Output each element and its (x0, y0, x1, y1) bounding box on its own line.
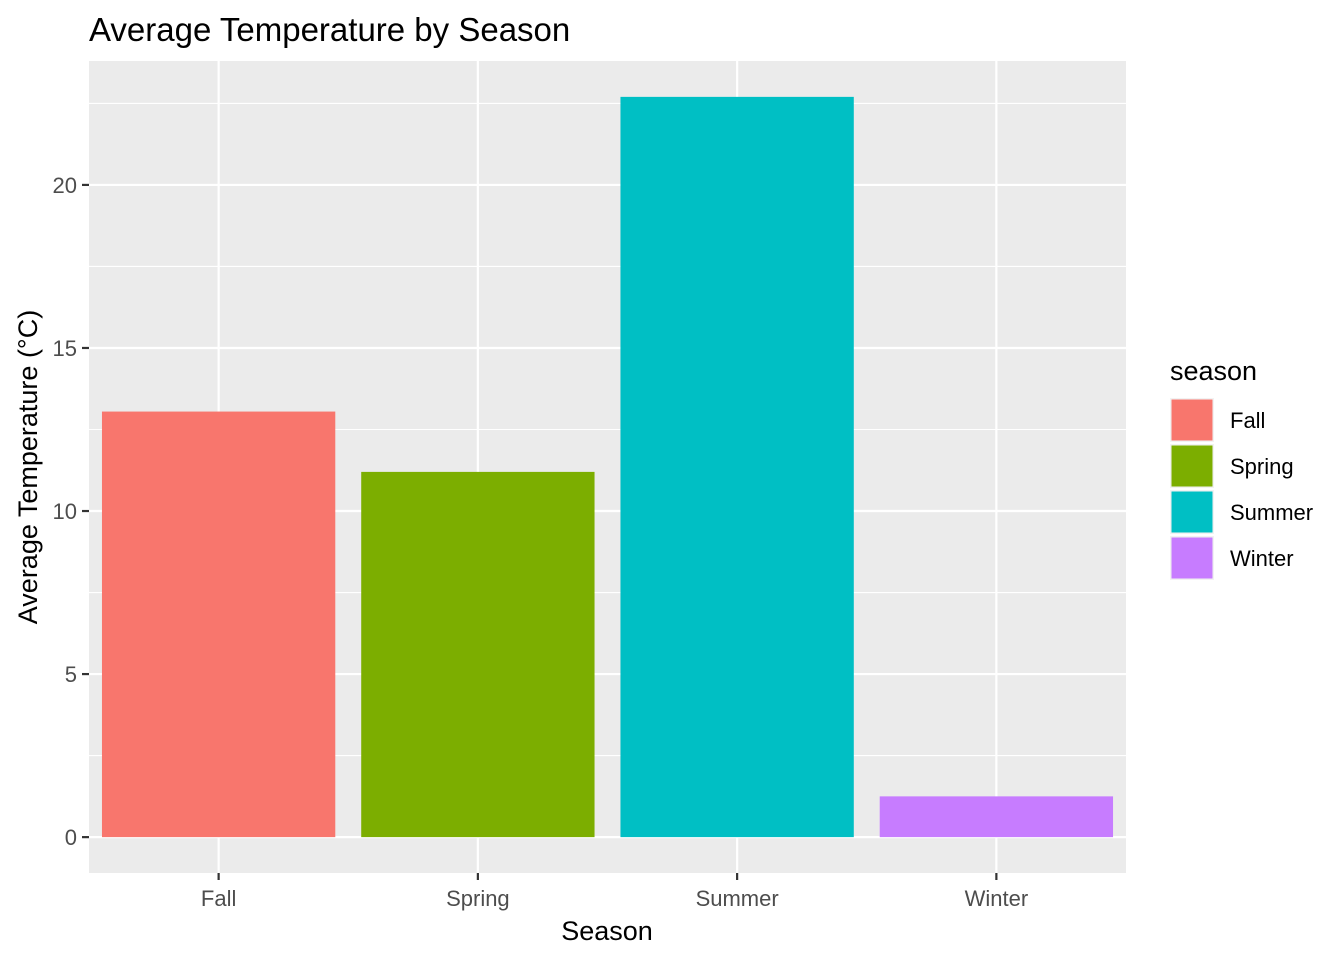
legend-swatch-summer (1171, 491, 1213, 533)
legend-swatch-winter (1171, 537, 1213, 579)
legend-swatch-spring (1171, 445, 1213, 487)
legend-label: Spring (1230, 454, 1294, 479)
y-axis-title: Average Temperature (°C) (13, 310, 43, 624)
y-tick-label: 20 (53, 173, 77, 198)
legend-label: Fall (1230, 408, 1265, 433)
legend-label: Winter (1230, 546, 1294, 571)
y-axis: 0 5 10 15 20 (53, 173, 89, 850)
x-tick-label: Winter (965, 886, 1029, 911)
y-tick-label: 0 (65, 825, 77, 850)
bars (101, 96, 1114, 838)
x-tick-label: Fall (201, 886, 236, 911)
bar-fall (101, 411, 336, 838)
x-tick-label: Spring (446, 886, 510, 911)
bar-spring (361, 471, 595, 838)
y-tick-label: 10 (53, 499, 77, 524)
x-axis: Fall Spring Summer Winter (201, 873, 1028, 911)
x-tick-label: Summer (696, 886, 779, 911)
legend-label: Summer (1230, 500, 1313, 525)
chart-title: Average Temperature by Season (89, 11, 570, 48)
bar-winter (879, 796, 1114, 838)
bar-summer (620, 96, 854, 838)
y-tick-label: 15 (53, 336, 77, 361)
legend-title: season (1170, 356, 1257, 386)
legend: season Fall Spring Summer Winter (1170, 356, 1313, 580)
x-axis-title: Season (561, 916, 653, 946)
legend-items: Fall Spring Summer Winter (1170, 398, 1313, 580)
legend-swatch-fall (1171, 399, 1213, 441)
y-tick-label: 5 (65, 662, 77, 687)
